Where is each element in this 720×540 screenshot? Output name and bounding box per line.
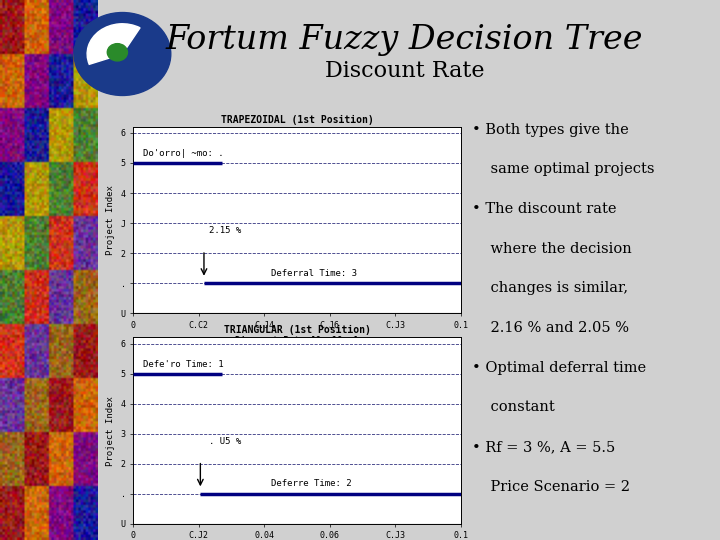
Text: same optimal projects: same optimal projects <box>472 163 654 176</box>
Circle shape <box>107 44 127 61</box>
Text: 2.16 % and 2.05 %: 2.16 % and 2.05 % <box>472 321 629 335</box>
Title: TRAPEZOIDAL (1st Position): TRAPEZOIDAL (1st Position) <box>220 114 374 125</box>
Text: Fortum Fuzzy Decision Tree: Fortum Fuzzy Decision Tree <box>166 24 644 56</box>
Wedge shape <box>87 24 140 64</box>
Text: changes is similar,: changes is similar, <box>472 281 628 295</box>
Text: Price Scenario = 2: Price Scenario = 2 <box>472 480 629 494</box>
Text: Deferral Time: 3: Deferral Time: 3 <box>271 269 357 278</box>
Text: • Rf = 3 %, A = 5.5: • Rf = 3 %, A = 5.5 <box>472 440 615 454</box>
Text: Do'orro| ~mo: .: Do'orro| ~mo: . <box>143 150 224 158</box>
X-axis label: Discount Rate [0, 10 %]: Discount Rate [0, 10 %] <box>235 335 359 345</box>
Text: • Optimal deferral time: • Optimal deferral time <box>472 361 646 375</box>
Text: • The discount rate: • The discount rate <box>472 202 616 216</box>
Text: 2.15 %: 2.15 % <box>209 226 240 235</box>
Y-axis label: Project Index: Project Index <box>106 185 115 255</box>
Text: where the decision: where the decision <box>472 242 631 255</box>
Text: Defe'ro Time: 1: Defe'ro Time: 1 <box>143 360 224 369</box>
Text: • Both types give the: • Both types give the <box>472 123 629 137</box>
Text: Discount Rate: Discount Rate <box>325 60 485 83</box>
Circle shape <box>74 12 171 96</box>
Title: TRIANGULAR (1st Position): TRIANGULAR (1st Position) <box>224 325 370 335</box>
Text: . U5 %: . U5 % <box>209 437 240 445</box>
Text: Deferre Time: 2: Deferre Time: 2 <box>271 480 351 488</box>
Y-axis label: Project Index: Project Index <box>106 396 115 465</box>
Text: constant: constant <box>472 400 554 414</box>
